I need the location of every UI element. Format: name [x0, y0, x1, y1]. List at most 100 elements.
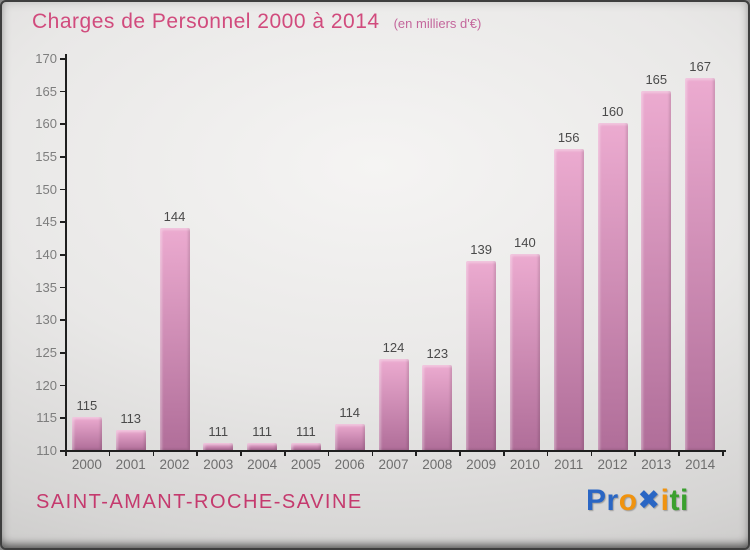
x-axis-category-label: 2006	[334, 457, 365, 472]
chart-header: Charges de Personnel 2000 à 2014 (en mill…	[32, 10, 481, 34]
x-axis-tick	[459, 451, 461, 456]
y-axis-tick	[60, 319, 66, 321]
y-axis-tick-label: 115	[36, 410, 57, 426]
y-axis-tick	[60, 188, 66, 191]
y-axis-tick	[60, 450, 66, 452]
x-axis-tick	[327, 451, 330, 456]
x-axis-category-label: 2009	[466, 457, 497, 472]
bar-2003	[203, 443, 234, 450]
y-axis-tick-label: 120	[35, 377, 57, 393]
x-axis-tick	[503, 451, 505, 456]
y-axis-tick-label: 135	[35, 279, 57, 295]
x-axis-category-label: 2000	[71, 457, 102, 472]
y-axis-tick	[60, 221, 66, 223]
x-axis-category-label: 2005	[290, 457, 321, 472]
bar-2014	[685, 77, 716, 450]
y-axis-tick-label: 125	[35, 345, 57, 360]
y-axis-tick	[60, 123, 66, 125]
y-axis-tick	[60, 156, 66, 158]
y-axis-tick-label: 170	[35, 51, 57, 66]
bar-2013	[641, 90, 672, 450]
y-axis-tick-label: 150	[35, 181, 57, 197]
y-axis-tick	[60, 58, 66, 60]
bar-value-label: 140	[514, 235, 536, 250]
logo-letter: P	[586, 484, 607, 517]
chart-title: Charges de Personnel 2000 à 2014	[32, 10, 380, 33]
y-axis-tick	[60, 286, 66, 289]
x-axis-tick	[196, 451, 198, 456]
bar-value-label: 124	[382, 339, 405, 355]
x-axis-category-label: 2013	[641, 457, 672, 472]
logo-letter: i	[680, 484, 689, 517]
bar-value-label: 111	[296, 424, 316, 440]
y-axis-tick	[60, 384, 66, 387]
x-axis-line	[65, 450, 726, 452]
x-axis-category-label: 2002	[159, 457, 190, 472]
bar-2007	[378, 358, 409, 450]
y-axis-tick	[60, 90, 66, 93]
x-axis-tick	[415, 451, 417, 456]
bar-2008	[422, 365, 453, 450]
y-axis-tick-label: 145	[35, 214, 57, 230]
proxiti-logo[interactable]: Pro✖iti	[586, 484, 689, 518]
bar-value-label: 156	[557, 130, 580, 146]
bar-value-label: 144	[163, 208, 186, 224]
x-axis-tick	[108, 451, 111, 456]
bar-2009	[466, 260, 497, 450]
bar-value-label: 160	[601, 104, 624, 120]
bar-2005	[290, 443, 321, 450]
x-axis-category-label: 2008	[422, 457, 453, 472]
x-axis-category-label: 2003	[203, 457, 234, 472]
logo-letter: r	[606, 484, 619, 517]
x-axis-tick	[546, 451, 549, 456]
y-axis-tick	[60, 254, 66, 256]
x-axis-tick	[152, 451, 155, 456]
x-axis-tick	[240, 451, 242, 456]
bar-value-label: 113	[120, 411, 142, 427]
bar-2000	[71, 417, 102, 450]
y-axis-tick-label: 130	[35, 312, 57, 328]
y-axis-tick-label: 110	[36, 443, 57, 458]
commune-name: SAINT-AMANT-ROCHE-SAVINE	[36, 491, 363, 513]
bar-2002	[159, 227, 190, 450]
bar-value-label: 167	[689, 58, 711, 74]
x-axis-category-label: 2010	[509, 457, 540, 472]
bar-2011	[553, 149, 584, 450]
bar-2001	[115, 430, 146, 450]
logo-x-icon: ✖	[637, 485, 661, 515]
x-axis-category-label: 2011	[554, 457, 584, 472]
chart-subtitle: (en milliers d'€)	[393, 16, 482, 31]
x-axis-category-label: 2014	[685, 457, 716, 472]
bar-value-label: 139	[470, 241, 492, 257]
x-axis-tick	[371, 451, 374, 456]
bar-value-label: 111	[252, 424, 272, 440]
y-axis-tick-label: 155	[35, 149, 57, 164]
x-axis-tick	[590, 451, 593, 456]
x-axis-tick	[634, 451, 636, 456]
bar-2012	[597, 123, 628, 450]
x-axis-category-label: 2004	[247, 457, 278, 472]
x-axis-tick	[65, 451, 67, 456]
y-axis-tick	[60, 417, 66, 419]
x-axis-tick	[722, 451, 724, 456]
bar-value-label: 114	[339, 404, 361, 420]
bar-value-label: 111	[208, 424, 229, 440]
x-axis-category-label: 2012	[597, 457, 628, 472]
bar-2010	[509, 254, 540, 450]
x-axis-category-label: 2007	[378, 457, 409, 472]
bar-value-label: 115	[76, 398, 98, 414]
y-axis-tick-label: 160	[35, 116, 57, 132]
y-axis-tick-label: 165	[35, 83, 57, 99]
y-axis-tick-label: 140	[35, 247, 57, 262]
bar-2004	[247, 443, 278, 450]
y-axis-tick	[60, 352, 66, 354]
y-axis-line	[65, 54, 67, 451]
bar-value-label: 123	[426, 346, 449, 362]
x-axis-tick	[678, 451, 680, 456]
bar-value-label: 165	[645, 71, 668, 87]
x-axis-category-label: 2001	[115, 457, 146, 472]
logo-letter: o	[618, 484, 638, 517]
logo-letter: i	[660, 484, 670, 517]
